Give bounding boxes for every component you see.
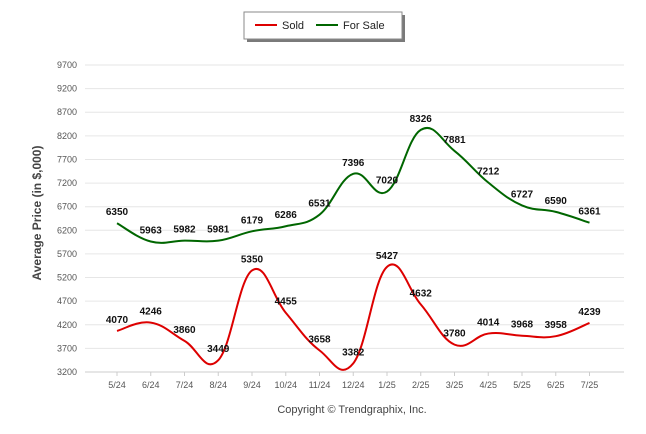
y-tick-label: 4700	[57, 296, 77, 306]
copyright-credit: Copyright © Trendgraphix, Inc.	[277, 404, 426, 416]
data-label-sold: 3958	[545, 320, 568, 331]
data-label-sold: 3658	[308, 334, 331, 345]
data-label-sold: 5350	[241, 254, 264, 265]
y-tick-label: 7700	[57, 154, 77, 164]
x-tick-label: 11/24	[309, 380, 331, 390]
data-label-sold: 3780	[443, 329, 466, 340]
x-tick-label: 4/25	[479, 380, 497, 390]
x-tick-label: 12/24	[342, 380, 365, 390]
x-tick-label: 7/25	[581, 380, 599, 390]
x-axis-ticks: 5/24 6/24 7/24 8/24 9/24 10/24 11/24 12/24 1/25 2…	[108, 372, 598, 390]
y-tick-label: 9200	[57, 84, 77, 94]
data-label-for-sale: 6361	[578, 207, 601, 218]
data-label-for-sale: 7396	[342, 158, 365, 169]
data-label-for-sale: 7212	[477, 167, 500, 178]
x-tick-label: 1/25	[378, 380, 396, 390]
data-label-for-sale: 7881	[443, 135, 466, 146]
data-label-for-sale: 6179	[241, 215, 264, 226]
legend[interactable]: Sold For Sale	[243, 11, 405, 42]
series-lines	[116, 127, 590, 371]
y-tick-label: 6200	[57, 225, 77, 235]
x-tick-label: 9/24	[243, 380, 261, 390]
x-tick-label: 2/25	[412, 380, 430, 390]
x-tick-label: 10/24	[274, 380, 297, 390]
legend-label-for-sale: For Sale	[343, 20, 385, 32]
data-label-sold: 3449	[207, 344, 230, 355]
data-label-for-sale: 6727	[511, 189, 534, 200]
x-tick-label: 8/24	[209, 380, 227, 390]
x-tick-label: 6/25	[547, 380, 565, 390]
x-tick-label: 5/24	[108, 380, 126, 390]
data-label-for-sale: 6531	[308, 199, 331, 210]
legend-label-sold: Sold	[282, 20, 304, 32]
data-label-sold: 5427	[376, 251, 399, 262]
data-label-for-sale: 6286	[275, 210, 298, 221]
y-tick-label: 3700	[57, 343, 77, 353]
series-line-sold	[116, 263, 590, 371]
grid-lines	[85, 64, 624, 373]
y-axis-label: Average Price (in $,000)	[30, 146, 44, 281]
data-label-sold: 4070	[106, 315, 129, 326]
data-label-sold: 4239	[578, 307, 601, 318]
y-tick-label: 5700	[57, 249, 77, 259]
data-label-sold: 3968	[511, 320, 534, 331]
y-axis-ticks: 3200 3700 4200 4700 5200 5700 6200 6700 7200 7700…	[57, 60, 77, 377]
data-label-for-sale: 5981	[207, 225, 230, 236]
y-tick-label: 9700	[57, 60, 77, 70]
data-label-for-sale: 5982	[173, 225, 196, 236]
data-label-sold: 4632	[410, 288, 433, 299]
data-label-for-sale: 7020	[376, 176, 399, 187]
x-tick-label: 6/24	[142, 380, 160, 390]
y-tick-label: 8700	[57, 107, 77, 117]
data-label-for-sale: 8326	[410, 114, 433, 125]
y-tick-label: 7200	[57, 178, 77, 188]
x-tick-label: 3/25	[446, 380, 464, 390]
series-line-for-sale	[116, 127, 590, 244]
data-label-sold: 3382	[342, 347, 365, 358]
data-label-sold: 4014	[477, 318, 500, 329]
y-tick-label: 3200	[57, 367, 77, 377]
data-label-sold: 3860	[173, 325, 196, 336]
y-tick-label: 5200	[57, 273, 77, 283]
data-label-for-sale: 6350	[106, 207, 129, 218]
y-tick-label: 8200	[57, 131, 77, 141]
data-label-for-sale: 5963	[140, 226, 163, 237]
data-label-sold: 4246	[140, 307, 163, 318]
x-tick-label: 5/25	[513, 380, 531, 390]
data-label-for-sale: 6590	[545, 196, 568, 207]
data-label-sold: 4455	[275, 297, 298, 308]
y-tick-label: 4200	[57, 320, 77, 330]
y-tick-label: 6700	[57, 202, 77, 212]
x-tick-label: 7/24	[176, 380, 194, 390]
data-labels: 4070 4246 3860 3449 5350 4455 3658 3382 5427 4632…	[106, 114, 601, 359]
